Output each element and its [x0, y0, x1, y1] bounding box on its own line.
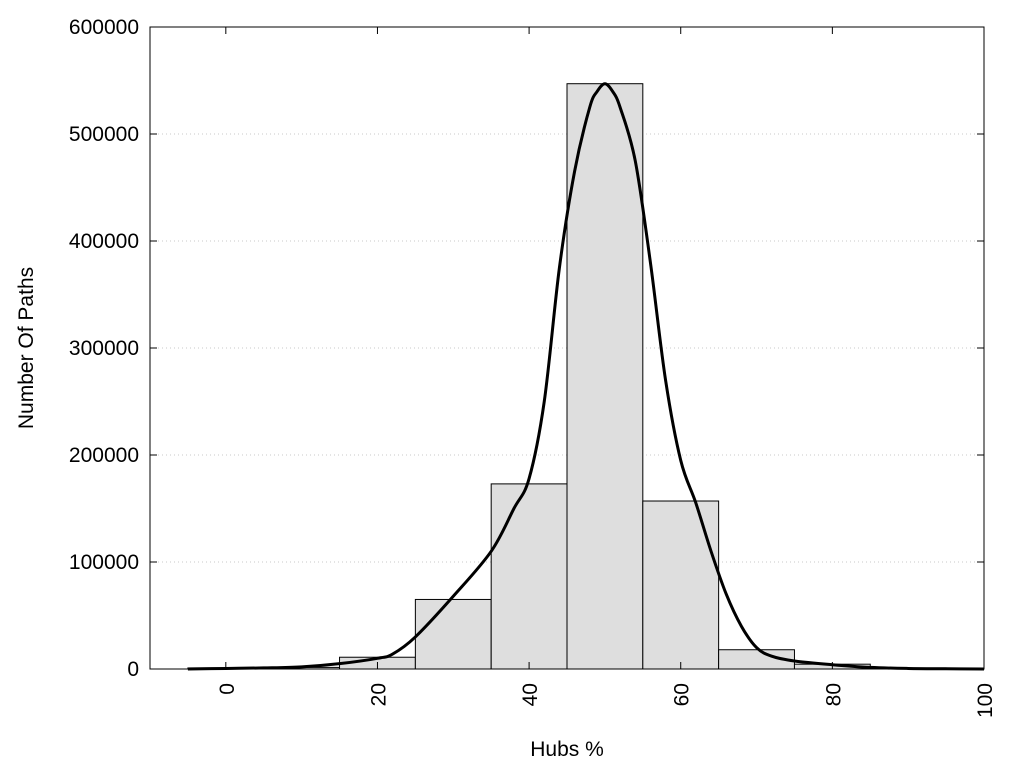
x-tick-label: 100 — [974, 683, 997, 718]
fit-curve — [187, 82, 985, 671]
histogram-bar — [566, 83, 644, 670]
y-tick-label: 300000 — [69, 337, 139, 360]
y-tick-labels: 0 100000 200000 300000 400000 500000 600000 — [69, 16, 139, 681]
x-tick-labels: 0 20 40 60 80 100 — [216, 683, 997, 718]
x-tick-label: 60 — [671, 683, 694, 706]
y-axis-label: Number Of Paths — [15, 267, 38, 429]
x-tick-label: 20 — [367, 683, 390, 706]
x-tick-label: 80 — [822, 683, 845, 706]
histogram-bars — [187, 83, 985, 670]
x-tick-label: 40 — [519, 683, 542, 706]
y-tick-label: 500000 — [69, 123, 139, 146]
x-axis-label: Hubs % — [530, 738, 604, 761]
y-tick-label: 200000 — [69, 444, 139, 467]
y-tick-label: 100000 — [69, 551, 139, 574]
y-tick-label: 0 — [127, 658, 139, 681]
x-tick-label: 0 — [216, 683, 239, 695]
histogram-bar — [414, 598, 492, 670]
histogram-bar — [490, 483, 568, 670]
histogram-bar — [642, 500, 720, 670]
axis-ticks — [150, 26, 985, 670]
y-tick-label: 400000 — [69, 230, 139, 253]
y-tick-label: 600000 — [69, 16, 139, 39]
